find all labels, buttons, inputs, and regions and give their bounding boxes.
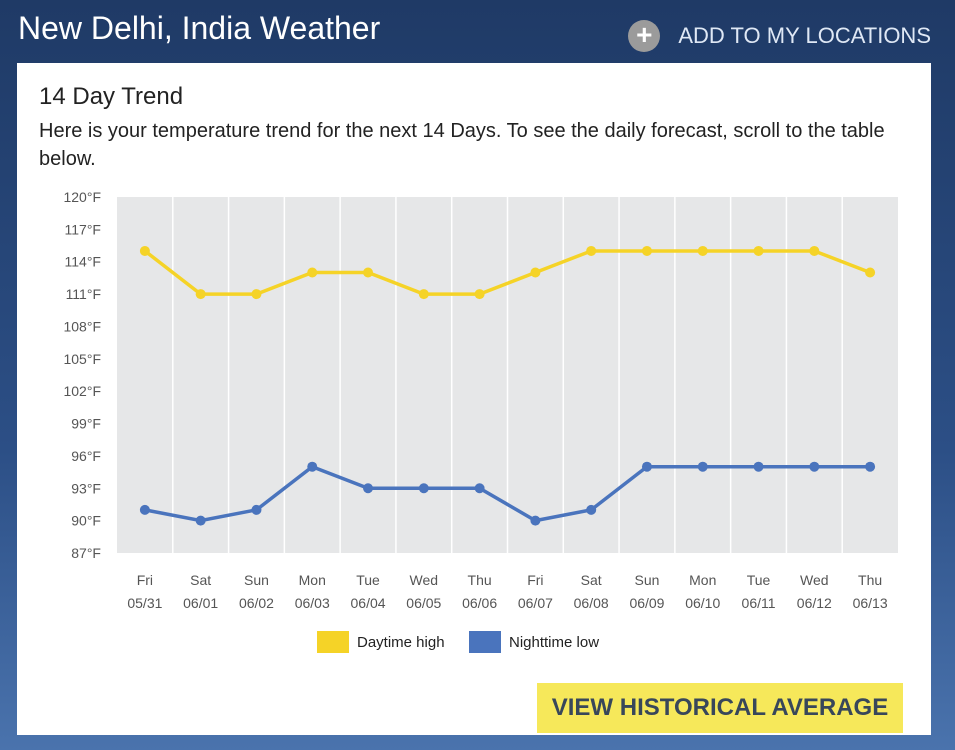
x-tick-day: Wed: [410, 572, 439, 588]
y-tick-label: 117°F: [65, 221, 101, 237]
y-tick-label: 93°F: [71, 480, 101, 496]
data-point: [530, 515, 541, 526]
data-point: [363, 267, 374, 278]
add-to-locations-label: ADD TO MY LOCATIONS: [678, 23, 931, 48]
data-point: [530, 267, 541, 278]
y-tick-label: 114°F: [65, 254, 101, 270]
data-point: [586, 245, 597, 256]
x-tick-day: Wed: [800, 572, 829, 588]
x-tick-date: 06/01: [183, 595, 218, 611]
x-tick-date: 06/03: [295, 595, 330, 611]
x-tick-day: Sat: [581, 572, 602, 588]
x-tick-date: 06/02: [239, 595, 274, 611]
data-point: [753, 461, 764, 472]
x-tick-date: 06/13: [853, 595, 888, 611]
y-tick-label: 105°F: [63, 351, 101, 367]
x-tick-day: Mon: [689, 572, 716, 588]
x-tick-day: Sun: [244, 572, 269, 588]
x-tick-day: Tue: [747, 572, 771, 588]
x-tick-date: 06/04: [351, 595, 386, 611]
data-point: [139, 245, 150, 256]
y-tick-label: 111°F: [66, 286, 101, 302]
x-tick-day: Tue: [356, 572, 380, 588]
x-tick-date: 06/07: [518, 595, 553, 611]
legend-swatch: [317, 631, 349, 653]
data-point: [586, 504, 597, 515]
y-tick-label: 87°F: [71, 545, 101, 561]
trend-chart: 120°F 117°F 114°F 111°F 108°F 105°F 102°F 99°F 9…: [63, 189, 898, 653]
legend-swatch: [469, 631, 501, 653]
data-point: [474, 289, 485, 300]
data-point: [697, 245, 708, 256]
data-point: [251, 504, 262, 515]
legend-label: Nighttime low: [509, 634, 599, 651]
legend-label: Daytime high: [357, 634, 445, 651]
x-tick-date: 06/11: [742, 595, 776, 611]
x-tick-date: 06/08: [574, 595, 609, 611]
data-point: [139, 504, 150, 515]
page-title: New Delhi, India Weather: [18, 10, 381, 46]
x-tick-date: 06/12: [797, 595, 832, 611]
data-point: [307, 267, 318, 278]
data-point: [195, 515, 206, 526]
y-tick-label: 99°F: [71, 416, 101, 432]
data-point: [363, 483, 374, 494]
data-point: [307, 461, 318, 472]
data-point: [753, 245, 764, 256]
data-point: [195, 289, 206, 300]
add-to-locations-button[interactable]: + ADD TO MY LOCATIONS: [628, 20, 931, 52]
data-point: [865, 267, 876, 278]
x-tick-date: 06/10: [685, 595, 720, 611]
x-tick-date: 05/31: [127, 595, 162, 611]
x-tick-day: Sun: [635, 572, 660, 588]
view-historical-average-button[interactable]: VIEW HISTORICAL AVERAGE: [537, 683, 903, 733]
x-tick-day: Thu: [858, 572, 882, 588]
card-description: Here is your temperature trend for the n…: [39, 120, 885, 170]
trend-card: 14 Day Trend Here is your temperature tr…: [17, 63, 931, 735]
x-tick-date: 06/09: [629, 595, 664, 611]
data-point: [641, 461, 652, 472]
data-point: [251, 289, 262, 300]
x-tick-date: 06/06: [462, 595, 497, 611]
x-tick-day: Fri: [527, 572, 543, 588]
data-point: [418, 289, 429, 300]
data-point: [809, 245, 820, 256]
data-point: [474, 483, 485, 494]
series-line-1: [144, 464, 871, 523]
card-heading: 14 Day Trend: [39, 83, 184, 110]
y-tick-label: 120°F: [63, 189, 101, 205]
data-point: [809, 461, 820, 472]
y-tick-label: 96°F: [71, 448, 101, 464]
x-tick-day: Sat: [190, 572, 211, 588]
data-point: [418, 483, 429, 494]
y-tick-label: 108°F: [63, 318, 101, 334]
data-point: [641, 245, 652, 256]
x-tick-day: Thu: [468, 572, 492, 588]
x-tick-day: Fri: [137, 572, 153, 588]
plus-circle-icon: +: [628, 20, 661, 52]
y-tick-label: 102°F: [63, 383, 101, 399]
x-tick-day: Mon: [299, 572, 326, 588]
y-tick-label: 90°F: [71, 513, 101, 529]
series-line-0: [143, 249, 871, 296]
data-point: [697, 461, 708, 472]
data-point: [865, 461, 876, 472]
x-tick-date: 06/05: [406, 595, 441, 611]
